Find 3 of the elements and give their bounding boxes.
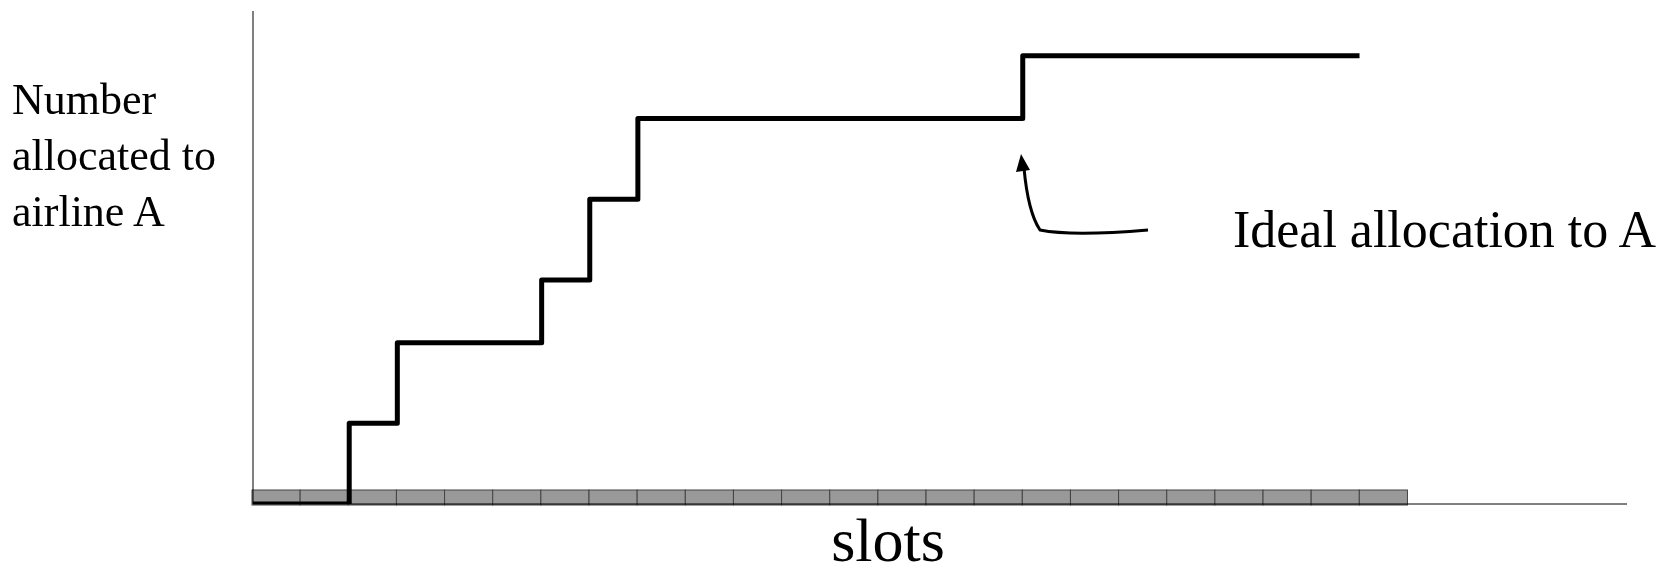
y-axis-title: Number allocated to airline A [12, 74, 217, 238]
annotation: Ideal allocation to A [1232, 200, 1656, 259]
x-axis-title: slots [830, 506, 946, 573]
